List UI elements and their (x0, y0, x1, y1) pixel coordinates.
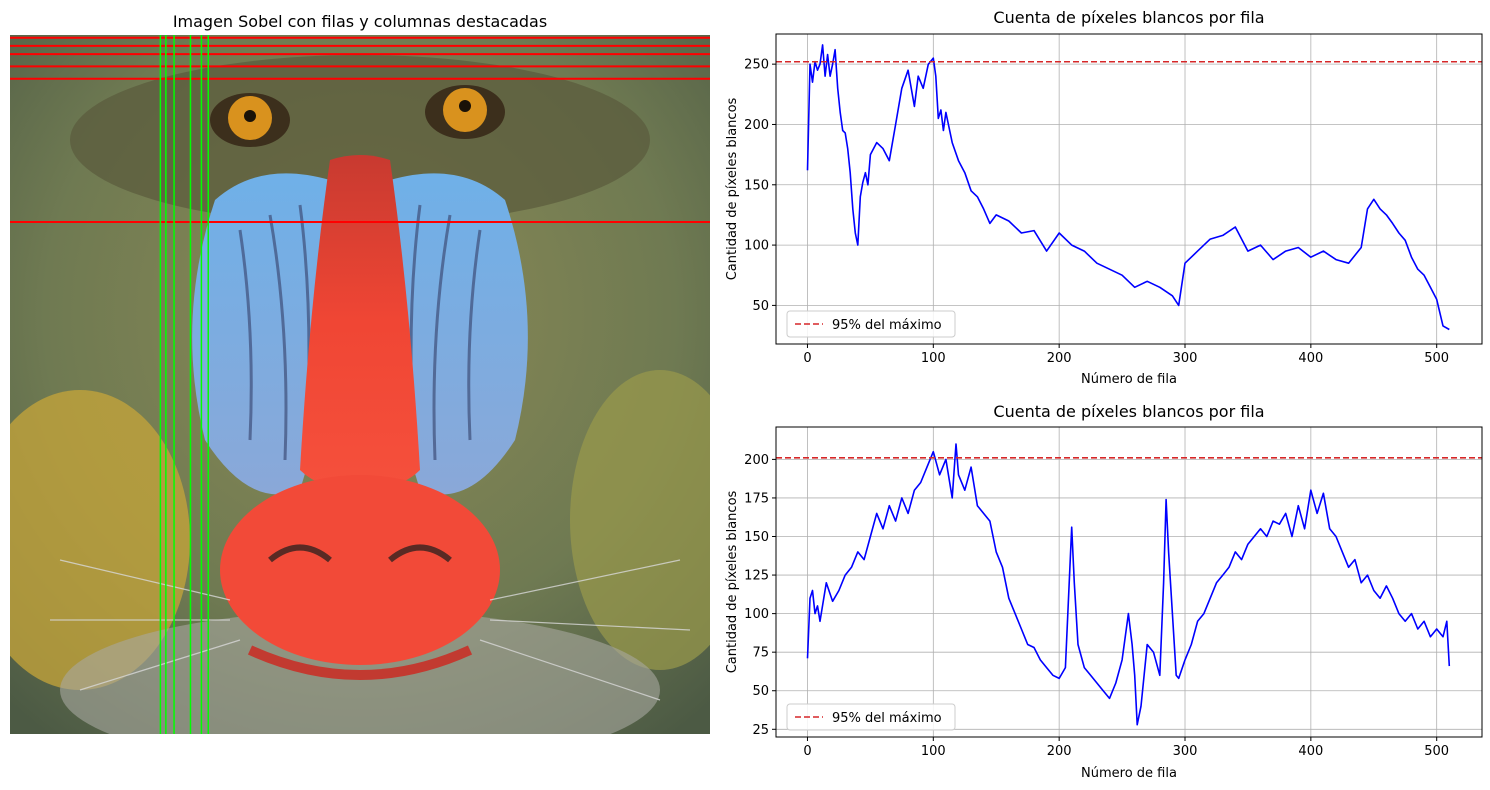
y-tick-label: 50 (752, 299, 769, 314)
y-tick-label: 150 (744, 178, 769, 193)
mandrill-image (10, 35, 710, 734)
y-tick-label: 75 (752, 646, 769, 661)
y-tick-label: 100 (744, 239, 769, 254)
legend-label-threshold: 95% del máximo (832, 318, 942, 333)
y-tick-label: 175 (744, 491, 769, 506)
y-tick-label: 100 (744, 607, 769, 622)
legend-box (786, 703, 956, 731)
x-tick-label: 200 (1047, 744, 1072, 759)
series-line (806, 443, 1451, 726)
y-axis-label: Cantidad de píxeles blancos (725, 490, 740, 673)
chart-title: Cuenta de píxeles blancos por fila (993, 402, 1264, 421)
y-tick-label: 125 (744, 569, 769, 584)
x-axis-label: Número de fila (1081, 766, 1177, 781)
chart-row-counts-bottom: Cuenta de píxeles blancos por fila 0 100 2… (725, 402, 1483, 781)
x-tick-label: 100 (921, 744, 946, 759)
x-tick-label: 300 (1173, 351, 1198, 366)
x-tick-label: 0 (803, 744, 811, 759)
x-tick-label: 500 (1424, 351, 1449, 366)
x-tick-label: 500 (1424, 744, 1449, 759)
x-tick-label: 100 (921, 351, 946, 366)
chart-title: Cuenta de píxeles blancos por fila (993, 8, 1264, 27)
x-tick-label: 0 (803, 351, 811, 366)
chart-row-counts-top: Cuenta de píxeles blancos por fila 0 100 2… (725, 8, 1483, 387)
image-panel-title: Imagen Sobel con filas y columnas destac… (173, 12, 547, 31)
x-tick-label: 400 (1298, 744, 1323, 759)
legend-box (786, 310, 956, 338)
y-tick-label: 25 (752, 723, 769, 738)
image-panel: Imagen Sobel con filas y columnas destac… (10, 12, 710, 734)
y-tick-label: 200 (744, 453, 769, 468)
x-axis-label: Número de fila (1081, 372, 1177, 387)
y-tick-label: 250 (744, 58, 769, 73)
series-line (806, 44, 1450, 331)
y-axis-label: Cantidad de píxeles blancos (725, 97, 740, 280)
axes-frame (775, 33, 1483, 345)
x-tick-label: 400 (1298, 351, 1323, 366)
legend: 95% del máximo (786, 703, 956, 731)
axes-frame (775, 426, 1483, 738)
legend: 95% del máximo (786, 310, 956, 338)
y-tick-label: 200 (744, 118, 769, 133)
x-tick-label: 200 (1047, 351, 1072, 366)
y-tick-label: 50 (752, 684, 769, 699)
legend-label-threshold: 95% del máximo (832, 711, 942, 726)
y-tick-label: 150 (744, 530, 769, 545)
x-tick-label: 300 (1173, 744, 1198, 759)
